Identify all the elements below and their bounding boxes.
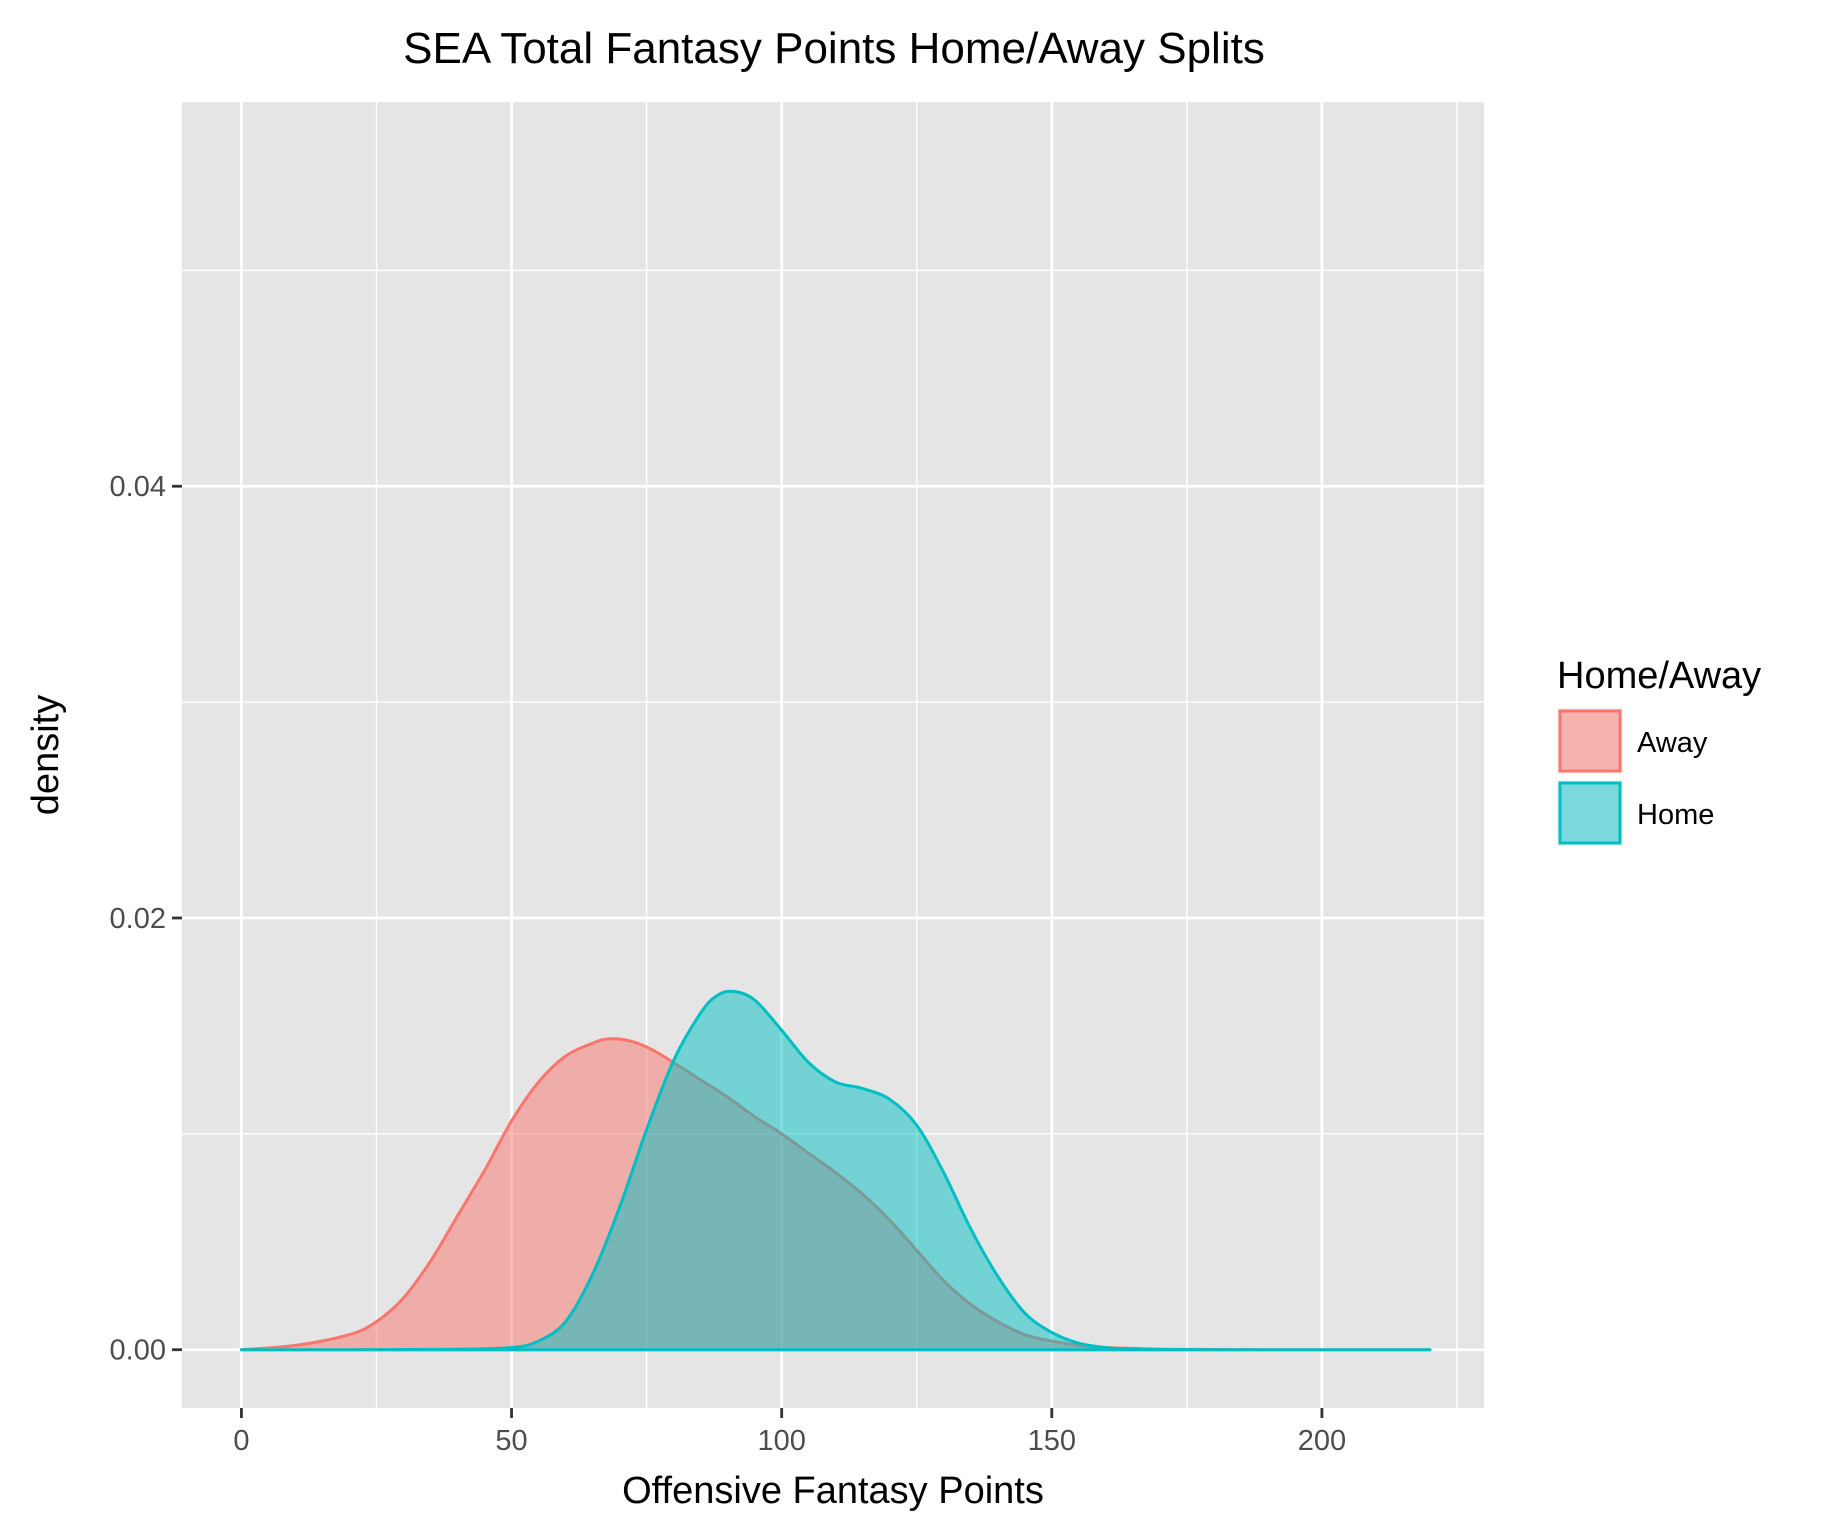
chart-title: SEA Total Fantasy Points Home/Away Split…	[403, 24, 1265, 73]
legend: Home/Away Away Home	[1557, 655, 1761, 846]
x-tick-label: 200	[1298, 1425, 1346, 1457]
density-line-home	[239, 989, 1432, 1352]
y-tick-label: 0.00	[110, 1335, 166, 1367]
x-tick-label: 150	[1028, 1425, 1076, 1457]
y-tick-label: 0.02	[110, 903, 166, 935]
legend-title: Home/Away	[1557, 655, 1761, 697]
legend-label-away: Away	[1637, 727, 1708, 759]
y-axis: 0.00 0.02 0.04	[110, 471, 182, 1367]
y-tick-label: 0.04	[110, 471, 166, 503]
x-tick-label: 50	[495, 1425, 527, 1457]
x-tick-label: 0	[233, 1425, 249, 1457]
x-axis-title: Offensive Fantasy Points	[622, 1470, 1044, 1512]
legend-swatch-home	[1558, 781, 1622, 845]
x-axis: 0 50 100 150 200	[233, 1408, 1346, 1457]
legend-swatch-away	[1558, 709, 1622, 773]
x-tick-label: 100	[757, 1425, 805, 1457]
y-axis-title: density	[25, 695, 67, 815]
density-series	[239, 989, 1432, 1352]
density-area-home	[241, 991, 1430, 1350]
legend-label-home: Home	[1637, 799, 1714, 831]
